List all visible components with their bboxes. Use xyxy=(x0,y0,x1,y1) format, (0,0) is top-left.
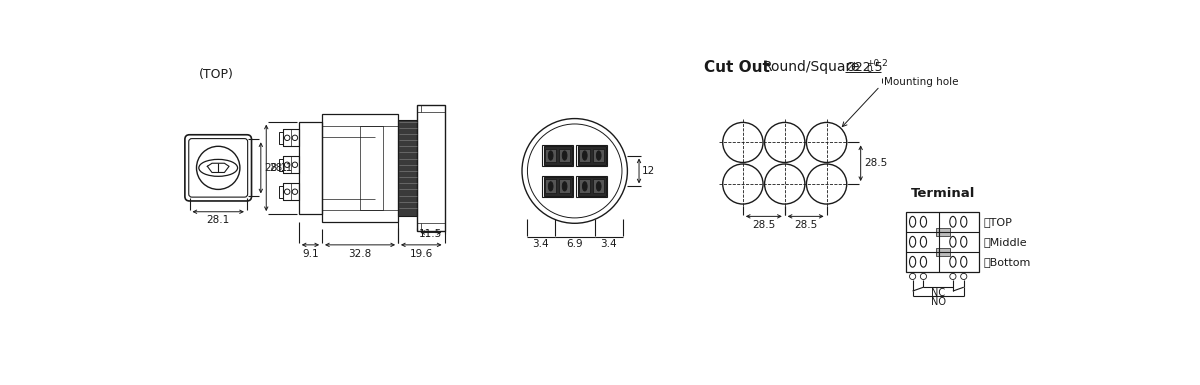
Text: +0.2: +0.2 xyxy=(866,59,888,68)
Text: 0: 0 xyxy=(866,65,872,74)
Bar xyxy=(283,129,299,146)
Bar xyxy=(559,149,570,162)
Text: 12: 12 xyxy=(642,166,655,176)
Bar xyxy=(283,156,292,173)
Bar xyxy=(578,177,606,196)
Text: NO: NO xyxy=(931,297,946,307)
Ellipse shape xyxy=(596,182,601,191)
Text: 28.1: 28.1 xyxy=(264,163,287,173)
Text: 28.5: 28.5 xyxy=(794,220,817,230)
Bar xyxy=(283,183,292,200)
Text: 6.9: 6.9 xyxy=(566,239,583,249)
Ellipse shape xyxy=(548,182,553,191)
Bar xyxy=(936,228,950,236)
Ellipse shape xyxy=(548,151,553,160)
Bar xyxy=(278,159,283,171)
Text: Round/Square: Round/Square xyxy=(762,60,859,74)
Bar xyxy=(283,156,299,173)
Text: 中Middle: 中Middle xyxy=(984,237,1027,247)
Bar xyxy=(542,176,574,197)
Bar xyxy=(593,149,604,162)
Bar xyxy=(576,176,607,197)
Text: Cut Out: Cut Out xyxy=(704,60,770,75)
Text: 下Bottom: 下Bottom xyxy=(984,257,1031,267)
Ellipse shape xyxy=(582,151,587,160)
Bar xyxy=(278,132,283,144)
Text: 19.6: 19.6 xyxy=(409,249,433,259)
Text: 3.4: 3.4 xyxy=(533,239,548,249)
Bar xyxy=(936,248,950,256)
Text: Mounting hole: Mounting hole xyxy=(884,77,959,87)
Bar xyxy=(398,120,418,216)
Bar xyxy=(544,177,571,196)
Ellipse shape xyxy=(582,182,587,191)
Text: 32.8: 32.8 xyxy=(348,249,372,259)
Bar xyxy=(360,126,383,210)
Bar xyxy=(906,212,979,272)
Bar xyxy=(418,105,444,231)
Bar xyxy=(580,149,590,162)
Bar xyxy=(299,122,322,214)
Text: Ø22.5: Ø22.5 xyxy=(845,61,883,74)
Text: 3.4: 3.4 xyxy=(600,239,617,249)
Text: NC: NC xyxy=(931,288,946,298)
Ellipse shape xyxy=(563,151,566,160)
Bar xyxy=(578,146,606,165)
Bar xyxy=(322,114,398,222)
Text: (TOP): (TOP) xyxy=(199,68,234,81)
Bar xyxy=(576,145,607,166)
Text: 28.5: 28.5 xyxy=(752,220,775,230)
Bar xyxy=(559,179,570,193)
Bar xyxy=(580,179,590,193)
Ellipse shape xyxy=(596,151,601,160)
Text: 28.1: 28.1 xyxy=(206,215,230,225)
Ellipse shape xyxy=(563,182,566,191)
Bar xyxy=(544,146,571,165)
Bar xyxy=(278,186,283,198)
Bar xyxy=(283,129,292,146)
Text: Terminal: Terminal xyxy=(911,187,976,200)
Text: 28.1: 28.1 xyxy=(269,163,293,173)
Text: 28.5: 28.5 xyxy=(864,158,887,168)
Text: 上TOP: 上TOP xyxy=(984,217,1013,227)
Bar xyxy=(593,179,604,193)
Bar xyxy=(542,145,574,166)
Text: 9.1: 9.1 xyxy=(302,249,319,259)
Bar xyxy=(545,179,556,193)
Bar xyxy=(283,183,299,200)
Text: 11.5: 11.5 xyxy=(419,229,443,239)
Bar xyxy=(545,149,556,162)
